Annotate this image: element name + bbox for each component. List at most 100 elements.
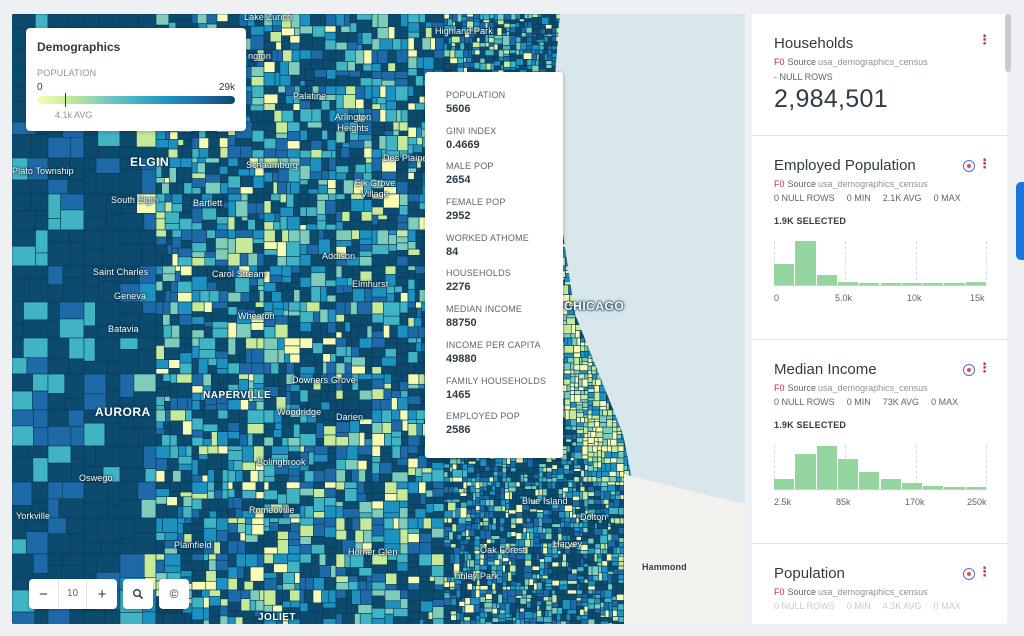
census-tract[interactable] bbox=[119, 229, 140, 244]
census-tract[interactable] bbox=[597, 441, 604, 447]
census-tract[interactable] bbox=[546, 471, 553, 480]
census-tract[interactable] bbox=[335, 293, 344, 303]
census-tract[interactable] bbox=[164, 223, 180, 231]
census-tract[interactable] bbox=[607, 409, 613, 417]
census-tract[interactable] bbox=[565, 438, 572, 443]
census-tract[interactable] bbox=[141, 243, 157, 267]
census-tract[interactable] bbox=[313, 445, 329, 455]
census-tract[interactable] bbox=[256, 61, 265, 67]
census-tract[interactable] bbox=[489, 459, 496, 467]
census-tract[interactable] bbox=[407, 179, 415, 187]
census-tract[interactable] bbox=[283, 309, 289, 317]
census-tract[interactable] bbox=[291, 272, 301, 283]
census-tract[interactable] bbox=[304, 505, 314, 519]
census-tract[interactable] bbox=[431, 468, 445, 483]
census-tract[interactable] bbox=[618, 507, 625, 516]
census-tract[interactable] bbox=[325, 14, 337, 27]
census-tract[interactable] bbox=[290, 74, 301, 87]
census-tract[interactable] bbox=[606, 419, 613, 428]
census-tract[interactable] bbox=[395, 62, 409, 72]
census-tract[interactable] bbox=[570, 419, 577, 427]
census-tract[interactable] bbox=[508, 513, 517, 519]
census-tract[interactable] bbox=[335, 539, 343, 555]
census-tract[interactable] bbox=[155, 274, 163, 282]
census-tract[interactable] bbox=[313, 488, 325, 498]
census-tract[interactable] bbox=[587, 354, 593, 359]
census-tract[interactable] bbox=[322, 337, 337, 346]
census-tract[interactable] bbox=[531, 28, 541, 35]
census-tract[interactable] bbox=[182, 496, 193, 507]
census-tract[interactable] bbox=[358, 501, 373, 514]
census-tract[interactable] bbox=[162, 314, 171, 326]
census-tract[interactable] bbox=[241, 220, 249, 231]
census-tract[interactable] bbox=[211, 301, 229, 310]
census-tract[interactable] bbox=[198, 130, 207, 139]
census-tract[interactable] bbox=[279, 216, 288, 231]
census-tract[interactable] bbox=[245, 517, 253, 525]
census-tract[interactable] bbox=[299, 536, 312, 545]
census-tract[interactable] bbox=[407, 14, 420, 24]
census-tract[interactable] bbox=[587, 456, 594, 463]
census-tract[interactable] bbox=[542, 467, 547, 473]
census-tract[interactable] bbox=[407, 255, 421, 267]
census-tract[interactable] bbox=[299, 69, 306, 81]
census-tract[interactable] bbox=[312, 36, 326, 51]
census-tract[interactable] bbox=[391, 458, 398, 466]
census-tract[interactable] bbox=[155, 445, 171, 459]
census-tract[interactable] bbox=[335, 265, 343, 279]
census-tract[interactable] bbox=[389, 324, 398, 339]
census-tract[interactable] bbox=[305, 216, 318, 225]
census-tract[interactable] bbox=[288, 468, 301, 477]
census-tract[interactable] bbox=[388, 26, 396, 40]
census-tract[interactable] bbox=[239, 433, 249, 447]
census-tract[interactable] bbox=[203, 321, 213, 328]
census-tract[interactable] bbox=[155, 517, 163, 533]
census-tract[interactable] bbox=[259, 290, 265, 303]
census-tract[interactable] bbox=[324, 461, 337, 469]
census-tract[interactable] bbox=[610, 462, 618, 472]
census-tract[interactable] bbox=[155, 368, 170, 375]
census-tract[interactable] bbox=[342, 508, 360, 519]
census-tract[interactable] bbox=[363, 98, 373, 110]
census-tract[interactable] bbox=[164, 201, 173, 213]
census-tract[interactable] bbox=[263, 337, 279, 350]
census-tract[interactable] bbox=[326, 139, 337, 152]
census-tract[interactable] bbox=[594, 421, 600, 428]
census-tract[interactable] bbox=[535, 59, 540, 66]
census-tract[interactable] bbox=[533, 473, 540, 479]
census-tract[interactable] bbox=[568, 409, 577, 421]
census-tract[interactable] bbox=[503, 19, 511, 24]
census-tract[interactable] bbox=[619, 499, 625, 508]
census-tract[interactable] bbox=[181, 145, 193, 159]
census-tract[interactable] bbox=[563, 352, 574, 358]
census-tract[interactable] bbox=[371, 103, 381, 110]
census-tract[interactable] bbox=[524, 481, 533, 487]
census-tract[interactable] bbox=[391, 471, 409, 483]
census-tract[interactable] bbox=[386, 293, 395, 303]
census-tract[interactable] bbox=[324, 39, 337, 51]
census-tract[interactable] bbox=[555, 459, 562, 466]
census-tract[interactable] bbox=[274, 474, 289, 483]
census-tract[interactable] bbox=[501, 27, 507, 34]
census-tract[interactable] bbox=[366, 325, 373, 339]
census-tract[interactable] bbox=[563, 337, 569, 346]
census-tract[interactable] bbox=[335, 398, 344, 411]
census-tract[interactable] bbox=[241, 445, 254, 463]
census-tract[interactable] bbox=[563, 369, 572, 375]
census-tract[interactable] bbox=[479, 486, 485, 492]
census-tract[interactable] bbox=[155, 129, 166, 140]
census-tract[interactable] bbox=[216, 368, 229, 375]
census-tract[interactable] bbox=[313, 461, 326, 471]
census-tract[interactable] bbox=[217, 498, 229, 512]
census-tract[interactable] bbox=[240, 292, 251, 303]
census-tract[interactable] bbox=[602, 438, 608, 447]
census-tract[interactable] bbox=[241, 481, 257, 491]
census-tract[interactable] bbox=[164, 211, 180, 224]
census-tract[interactable] bbox=[497, 24, 505, 29]
census-tract[interactable] bbox=[371, 322, 384, 332]
census-tract[interactable] bbox=[177, 523, 184, 535]
census-tract[interactable] bbox=[608, 501, 615, 508]
census-tract[interactable] bbox=[344, 49, 356, 62]
census-tract[interactable] bbox=[395, 49, 409, 64]
census-tract[interactable] bbox=[551, 459, 557, 466]
